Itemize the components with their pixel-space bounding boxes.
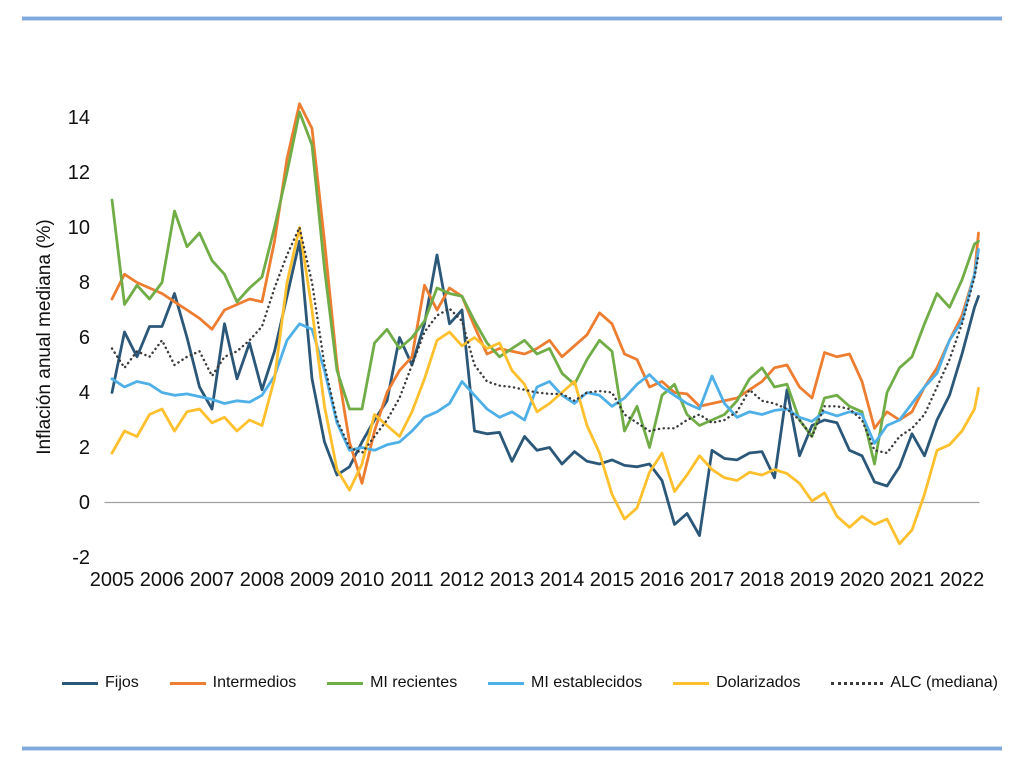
legend-label: MI establecidos	[531, 674, 643, 691]
x-tick-label-2006: 2006	[139, 569, 185, 591]
series-line-dolarizados	[110, 226, 980, 546]
legend-label: Dolarizados	[716, 674, 801, 691]
legend-line-swatch-icon	[62, 681, 98, 685]
x-tick-label-2017: 2017	[689, 569, 735, 591]
y-tick-label-6: 6	[78, 326, 90, 349]
bottom-border-rule	[22, 746, 1002, 751]
series-line-mi-recientes	[110, 110, 980, 466]
legend-label: Intermedios	[212, 674, 297, 691]
legend-line-swatch-icon	[831, 681, 884, 685]
x-tick-label-2009: 2009	[289, 569, 335, 591]
x-tick-label-2019: 2019	[789, 569, 835, 591]
legend-line-swatch-icon	[327, 681, 364, 685]
y-tick-label-10: 10	[67, 216, 90, 239]
legend-item-intermedios: Intermedios	[169, 674, 297, 692]
series-line-intermedios	[110, 102, 980, 485]
x-tick-label-2008: 2008	[239, 569, 285, 591]
x-tick-label-2012: 2012	[439, 569, 485, 591]
legend-item-fijos: Fijos	[62, 674, 139, 692]
legend-line-swatch-icon	[169, 681, 206, 685]
chart-legend: Fijos Intermedios MI recientes MI estableci…	[40, 671, 1010, 695]
y-tick-label-4: 4	[78, 381, 90, 404]
series-line-alc-mediana-	[110, 226, 980, 455]
legend-item-dolarizados: Dolarizados	[673, 674, 801, 692]
y-tick-label--2: -2	[72, 546, 90, 569]
series-line-fijos	[110, 239, 980, 537]
legend-line-swatch-icon	[673, 681, 710, 685]
x-tick-label-2018: 2018	[739, 569, 785, 591]
y-tick-label-14: 14	[67, 106, 90, 129]
x-tick-label-2005: 2005	[89, 569, 135, 591]
x-tick-label-2022: 2022	[939, 569, 985, 591]
legend-label: Fijos	[105, 674, 139, 691]
y-tick-label-12: 12	[67, 161, 90, 184]
y-tick-label-2: 2	[78, 436, 90, 459]
x-tick-label-2016: 2016	[639, 569, 685, 591]
legend-item-alc-mediana-: ALC (mediana)	[831, 674, 998, 692]
legend-label: MI recientes	[370, 674, 458, 691]
legend-item-mi-recientes: MI recientes	[327, 674, 457, 692]
x-tick-label-2013: 2013	[489, 569, 535, 591]
legend-line-swatch-icon	[488, 681, 525, 685]
y-tick-label-8: 8	[78, 271, 90, 294]
y-tick-label-0: 0	[78, 491, 90, 514]
x-tick-label-2011: 2011	[390, 569, 434, 591]
x-tick-label-2010: 2010	[339, 569, 385, 591]
legend-item-mi-establecidos: MI establecidos	[488, 674, 642, 692]
x-tick-label-2014: 2014	[539, 569, 585, 591]
legend-label: ALC (mediana)	[890, 674, 998, 691]
top-border-rule	[22, 16, 1002, 21]
x-tick-label-2007: 2007	[189, 569, 235, 591]
x-tick-label-2020: 2020	[839, 569, 885, 591]
x-tick-label-2021: 2021	[889, 569, 935, 591]
series-line-mi-establecidos	[110, 248, 980, 452]
x-tick-label-2015: 2015	[589, 569, 635, 591]
